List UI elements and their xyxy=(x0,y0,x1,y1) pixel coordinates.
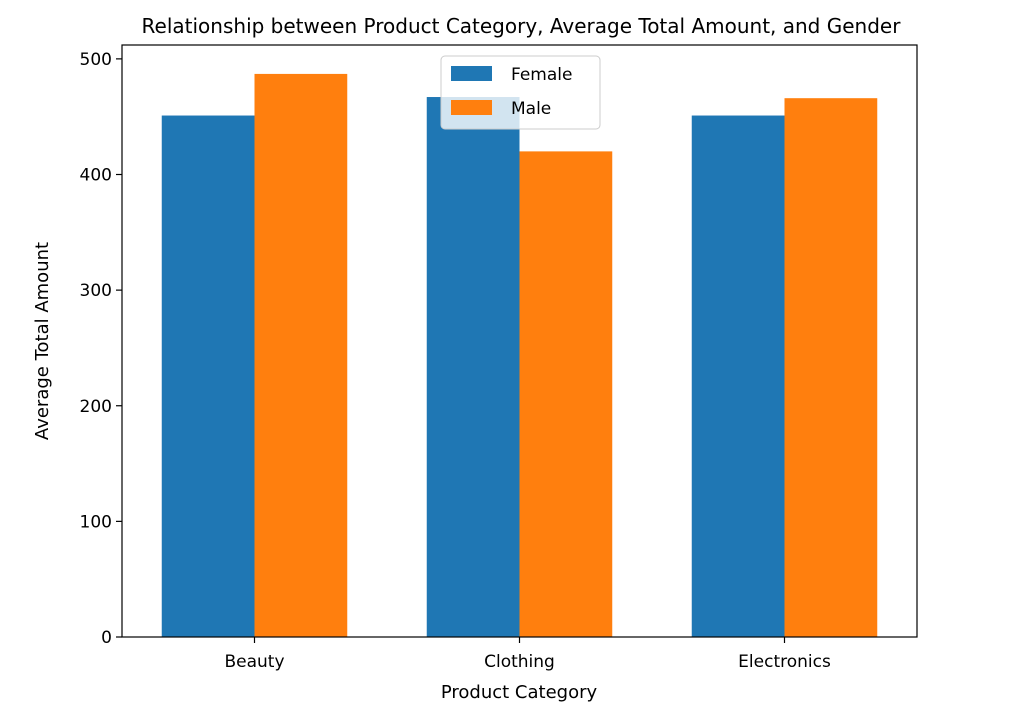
y-tick-label: 400 xyxy=(80,166,112,186)
legend-label-male: Male xyxy=(511,99,551,119)
chart-title: Relationship between Product Category, A… xyxy=(142,14,902,38)
bar-clothing-female xyxy=(426,97,520,637)
x-tick-label: Beauty xyxy=(224,652,284,672)
legend-swatch-male xyxy=(451,100,492,115)
legend-swatch-female xyxy=(451,66,492,81)
bar-electronics-male xyxy=(784,98,878,637)
bars-group xyxy=(161,73,878,638)
y-tick-label: 100 xyxy=(80,512,112,532)
bar-beauty-female xyxy=(161,115,255,637)
legend-label-female: Female xyxy=(511,65,572,85)
x-tick-label: Electronics xyxy=(738,652,831,672)
y-tick-label: 200 xyxy=(80,397,112,417)
y-axis-label: Average Total Amount xyxy=(32,242,53,440)
x-axis-ticks: Beauty Clothing Electronics xyxy=(224,637,831,672)
bar-electronics-female xyxy=(691,115,785,637)
bar-beauty-male xyxy=(254,73,348,637)
bar-clothing-male xyxy=(519,151,613,638)
y-tick-label: 0 xyxy=(101,628,112,648)
legend: Female Male xyxy=(440,55,601,130)
y-tick-label: 300 xyxy=(80,281,112,301)
y-tick-label: 500 xyxy=(80,50,112,70)
x-axis-label: Product Category xyxy=(441,682,598,703)
x-tick-label: Clothing xyxy=(484,652,555,672)
y-axis-ticks: 0 100 200 300 400 500 xyxy=(80,50,122,648)
